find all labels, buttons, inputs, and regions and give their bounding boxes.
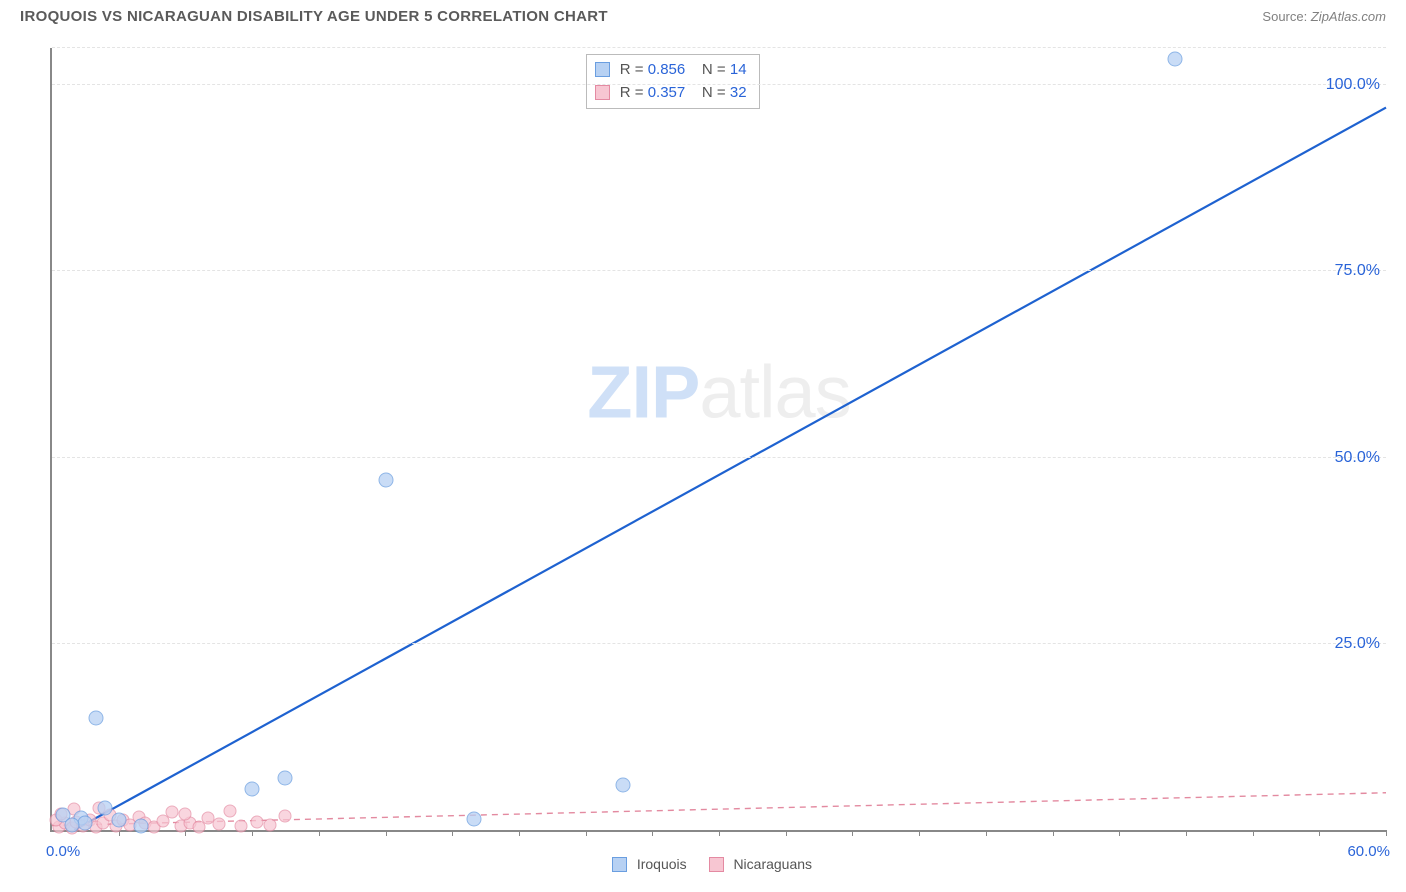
x-tick	[319, 830, 320, 836]
data-point	[279, 809, 292, 822]
chart-header: IROQUOIS VS NICARAGUAN DISABILITY AGE UN…	[0, 0, 1406, 29]
data-point	[378, 472, 393, 487]
trend-line	[74, 108, 1386, 830]
data-point	[467, 811, 482, 826]
data-point	[245, 782, 260, 797]
chart-source: Source: ZipAtlas.com	[1262, 9, 1386, 24]
data-point	[212, 818, 225, 831]
legend-label-1: Nicaraguans	[733, 856, 812, 872]
corr-row-0: R = 0.856 N = 14	[595, 59, 747, 82]
correlation-box: R = 0.856 N = 14 R = 0.357 N = 32	[586, 54, 760, 109]
gridline	[52, 643, 1386, 644]
gridline	[52, 270, 1386, 271]
legend-swatch-1	[709, 857, 724, 872]
data-point	[223, 804, 236, 817]
legend-swatch-0	[612, 857, 627, 872]
gridline	[52, 47, 1386, 48]
n-value-0: 14	[730, 61, 747, 78]
x-tick	[185, 830, 186, 836]
chart-area: ZIPatlas R = 0.856 N = 14 R = 0.357 N = …	[50, 48, 1386, 832]
x-tick	[1319, 830, 1320, 836]
legend-label-0: Iroquois	[637, 856, 687, 872]
data-point	[65, 817, 80, 832]
x-tick	[452, 830, 453, 836]
gridline	[52, 84, 1386, 85]
x-tick	[652, 830, 653, 836]
x-tick	[1386, 830, 1387, 836]
x-tick	[1253, 830, 1254, 836]
y-tick-label: 50.0%	[1327, 449, 1380, 467]
data-point	[89, 711, 104, 726]
corr-swatch-0	[595, 62, 610, 77]
data-point	[133, 819, 148, 834]
trend-lines-layer	[52, 48, 1386, 830]
x-tick	[586, 830, 587, 836]
data-point	[78, 816, 93, 831]
y-tick-label: 25.0%	[1327, 635, 1380, 653]
chart-title: IROQUOIS VS NICARAGUAN DISABILITY AGE UN…	[20, 8, 608, 25]
x-tick	[252, 830, 253, 836]
x-tick	[519, 830, 520, 836]
data-point	[98, 800, 113, 815]
corr-swatch-1	[595, 85, 610, 100]
data-point	[278, 770, 293, 785]
x-tick	[852, 830, 853, 836]
y-tick-label: 75.0%	[1327, 262, 1380, 280]
data-point	[179, 807, 192, 820]
source-prefix: Source:	[1262, 9, 1307, 24]
x-tick	[1119, 830, 1120, 836]
x-tick	[386, 830, 387, 836]
x-tick	[719, 830, 720, 836]
x-tick	[986, 830, 987, 836]
watermark-first: ZIP	[587, 351, 699, 434]
x-tick	[1053, 830, 1054, 836]
watermark: ZIPatlas	[587, 350, 850, 435]
y-tick-label: 100.0%	[1318, 76, 1380, 94]
plot-region: ZIPatlas R = 0.856 N = 14 R = 0.357 N = …	[50, 48, 1386, 832]
r-value-0: 0.856	[648, 61, 686, 78]
r-label: R =	[620, 84, 644, 101]
watermark-rest: atlas	[699, 351, 850, 434]
source-name: ZipAtlas.com	[1311, 9, 1386, 24]
data-point	[1167, 52, 1182, 67]
n-label: N =	[702, 84, 726, 101]
data-point	[263, 818, 276, 831]
data-point	[234, 820, 247, 833]
data-point	[250, 815, 263, 828]
data-point	[166, 806, 179, 819]
footer-legend: Iroquois Nicaraguans	[0, 856, 1406, 872]
x-tick	[1186, 830, 1187, 836]
x-tick	[786, 830, 787, 836]
n-value-1: 32	[730, 84, 747, 101]
data-point	[616, 778, 631, 793]
n-label: N =	[702, 61, 726, 78]
r-value-1: 0.357	[648, 84, 686, 101]
x-tick	[919, 830, 920, 836]
data-point	[111, 813, 126, 828]
gridline	[52, 457, 1386, 458]
r-label: R =	[620, 61, 644, 78]
